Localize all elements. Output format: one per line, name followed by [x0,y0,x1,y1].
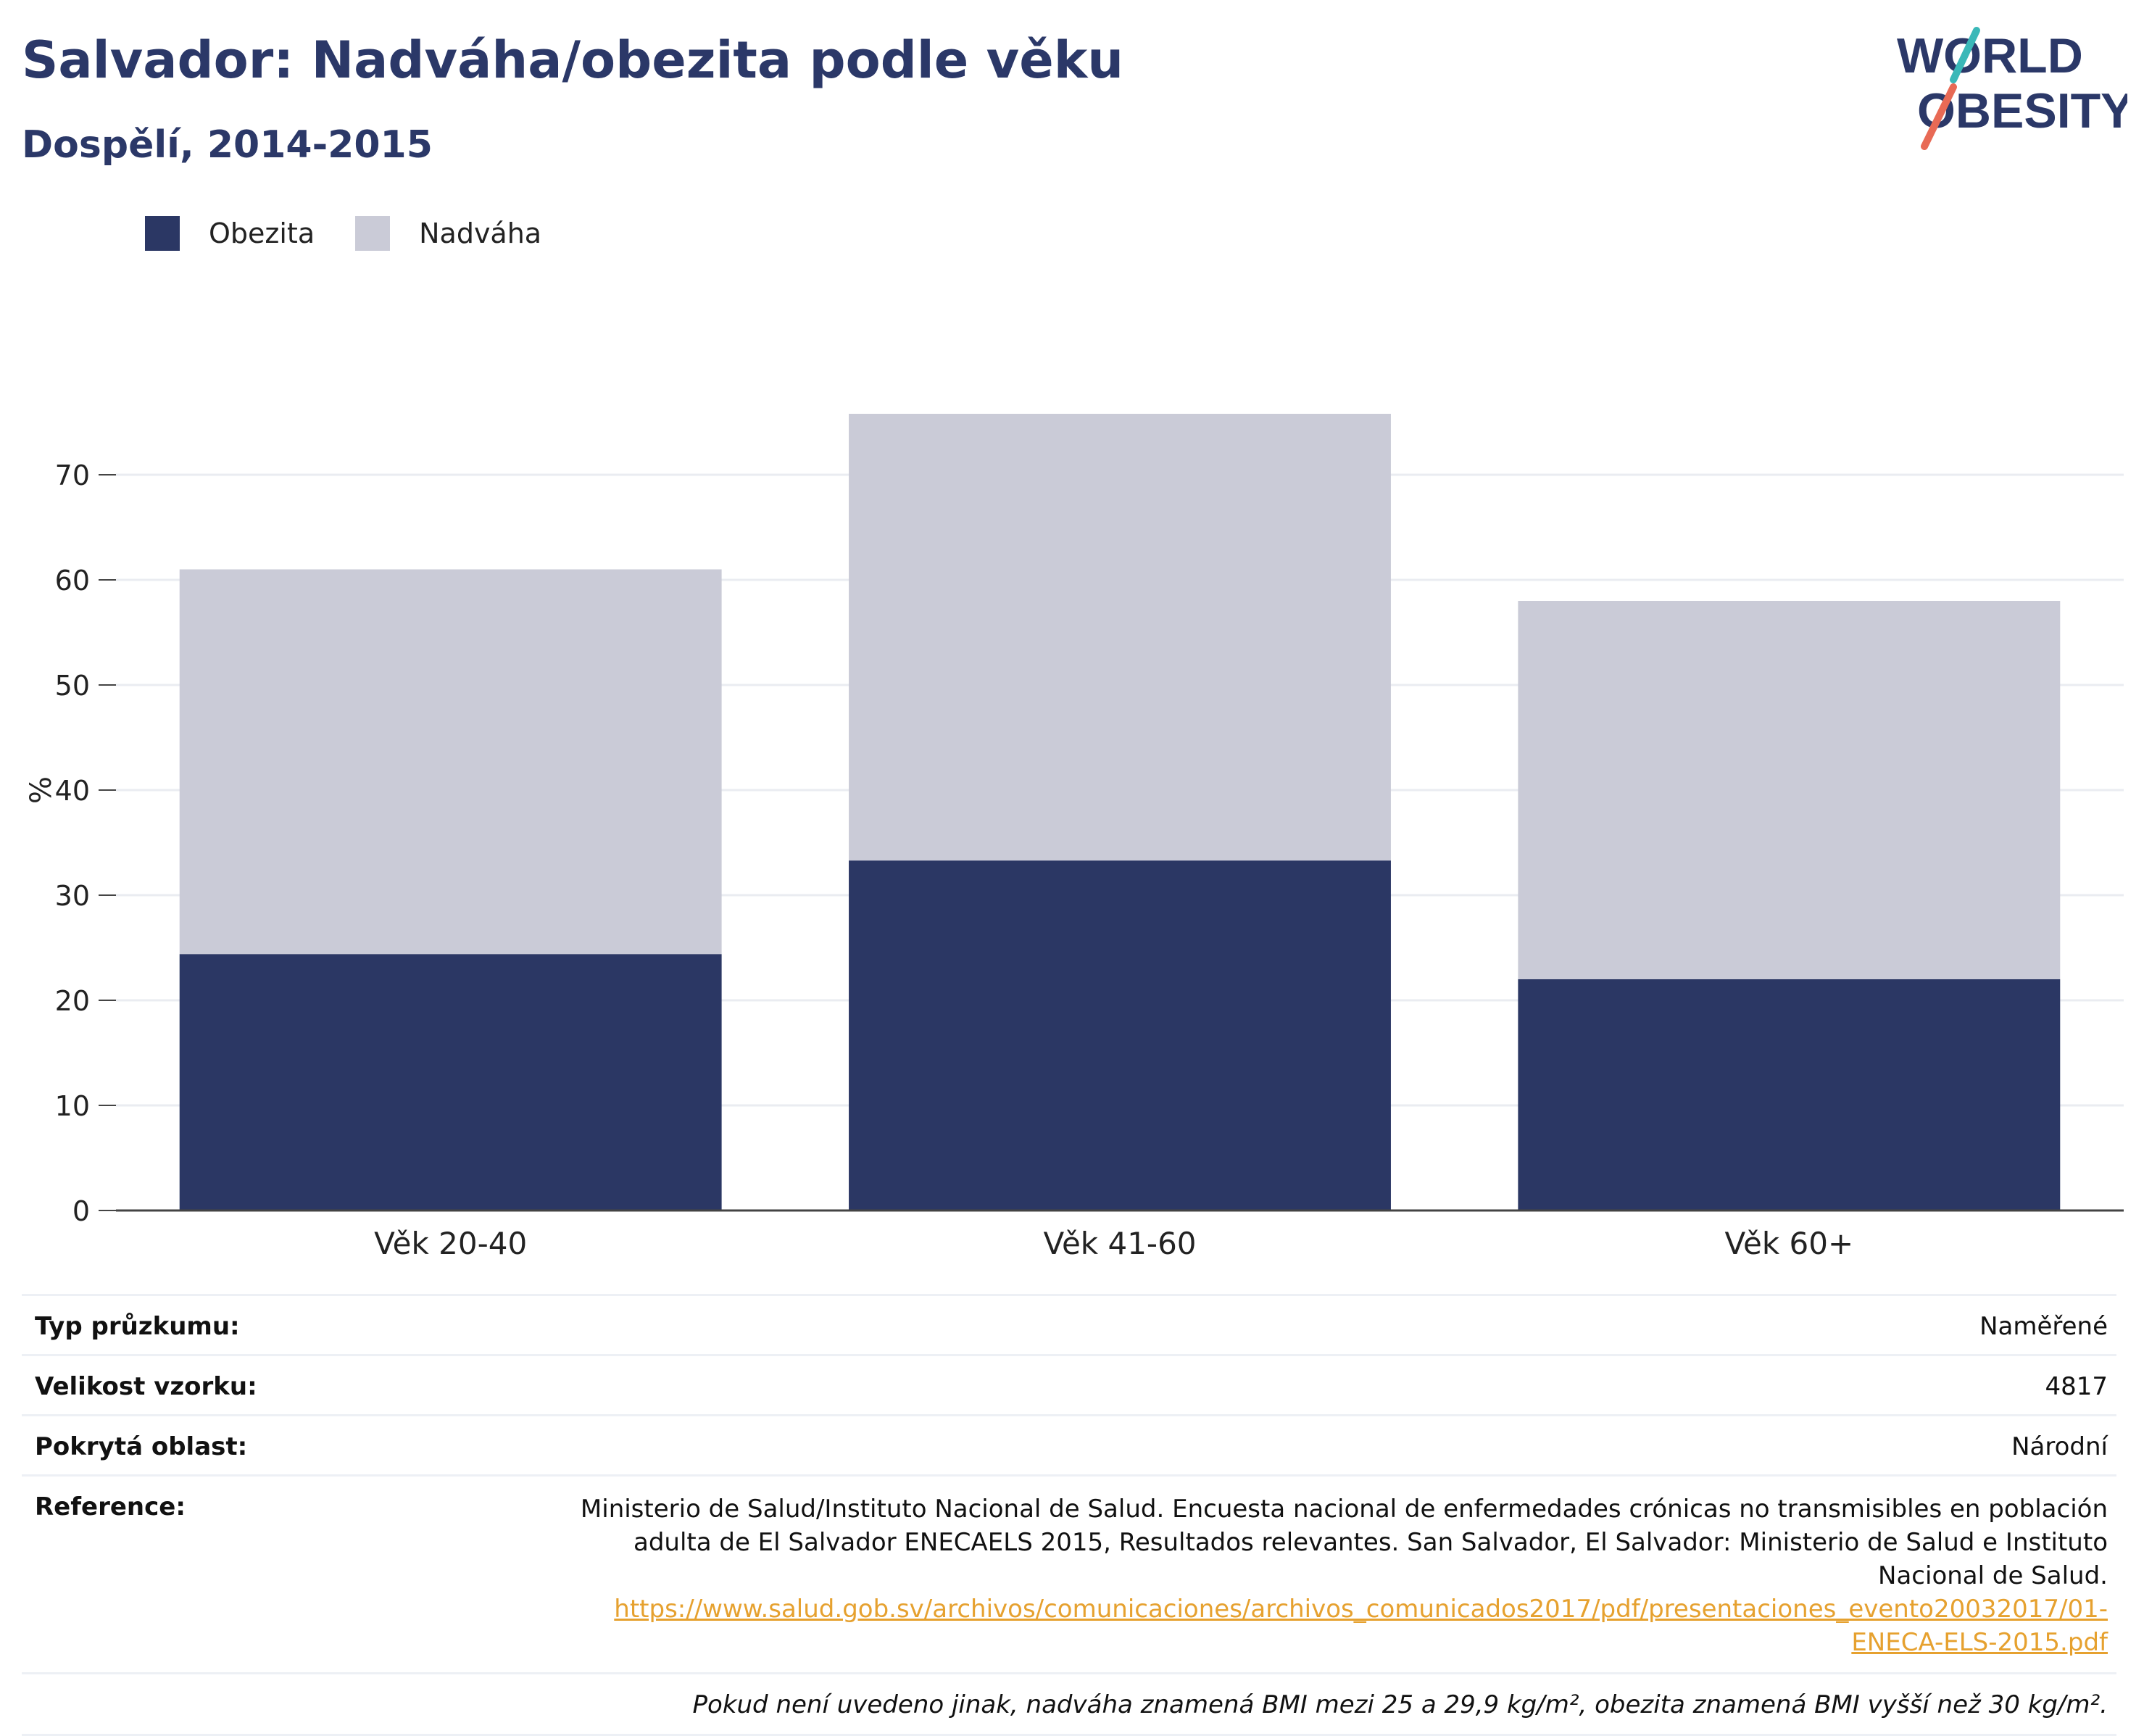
info-value: 4817 [2045,1372,2108,1401]
y-tick-label: 0 [72,1195,90,1227]
y-tick-label: 70 [55,460,90,491]
page-title: Salvador: Nadváha/obezita podle věku [22,30,1124,90]
bar-obezita [1518,979,2061,1210]
info-row-sample-size: Velikost vzorku: 4817 [22,1354,2116,1414]
bar-nadvaha [1518,601,2061,979]
page-subtitle: Dospělí, 2014-2015 [22,123,433,167]
reference-link[interactable]: https://www.salud.gob.sv/archivos/comuni… [614,1595,2108,1657]
y-tick-label: 60 [55,565,90,597]
reference-text: Ministerio de Salud/Instituto Nacional d… [580,1495,2108,1590]
y-tick-label: 20 [55,985,90,1017]
legend-swatch-obesity [145,216,180,251]
stacked-bar-chart: 0 10 20 30 40 50 60 70% Věk 20-40 Věk 41-60 Věk 60… [25,413,2124,1261]
y-tick-label: 40 [55,775,90,807]
bar-obezita [849,860,1391,1210]
logo-line1: WORLD [1897,28,2083,83]
info-row-coverage: Pokrytá oblast: Národní [22,1414,2116,1474]
x-tick-label: Věk 41-60 [1043,1226,1196,1261]
info-label: Reference: [35,1492,186,1521]
x-tick-label: Věk 60+ [1725,1226,1854,1261]
bmi-definition-note: Pokud není uvedeno jinak, nadváha znamen… [22,1672,2116,1736]
chart-legend: Obezita Nadváha [145,216,582,251]
bar-nadvaha [849,413,1391,861]
legend-item-obesity[interactable]: Obezita [145,216,315,251]
legend-swatch-overweight [355,216,391,251]
y-tick-label: 10 [55,1090,90,1122]
y-axis-label: % [25,776,58,804]
legend-item-overweight[interactable]: Nadváha [355,216,541,251]
y-tick-label: 50 [55,670,90,702]
info-value: Národní [2011,1432,2108,1461]
survey-info-table: Typ průzkumu: Naměřené Velikost vzorku: … [22,1294,2116,1736]
info-label: Typ průzkumu: [35,1312,240,1341]
info-value: Naměřené [1979,1312,2108,1341]
y-tick-label: 30 [55,880,90,912]
reference-value: Ministerio de Salud/Instituto Nacional d… [564,1492,2108,1659]
info-row-reference: Reference: Ministerio de Salud/Instituto… [22,1474,2116,1672]
legend-label-obesity: Obezita [209,217,315,249]
info-label: Pokrytá oblast: [35,1432,248,1461]
info-row-survey-type: Typ průzkumu: Naměřené [22,1294,2116,1354]
legend-label-overweight: Nadváha [419,217,542,249]
bar-nadvaha [179,569,722,955]
world-obesity-logo: WORLD OBESITY [1897,27,2127,150]
info-label: Velikost vzorku: [35,1372,257,1401]
x-tick-label: Věk 20-40 [374,1226,527,1261]
bar-obezita [179,954,722,1210]
